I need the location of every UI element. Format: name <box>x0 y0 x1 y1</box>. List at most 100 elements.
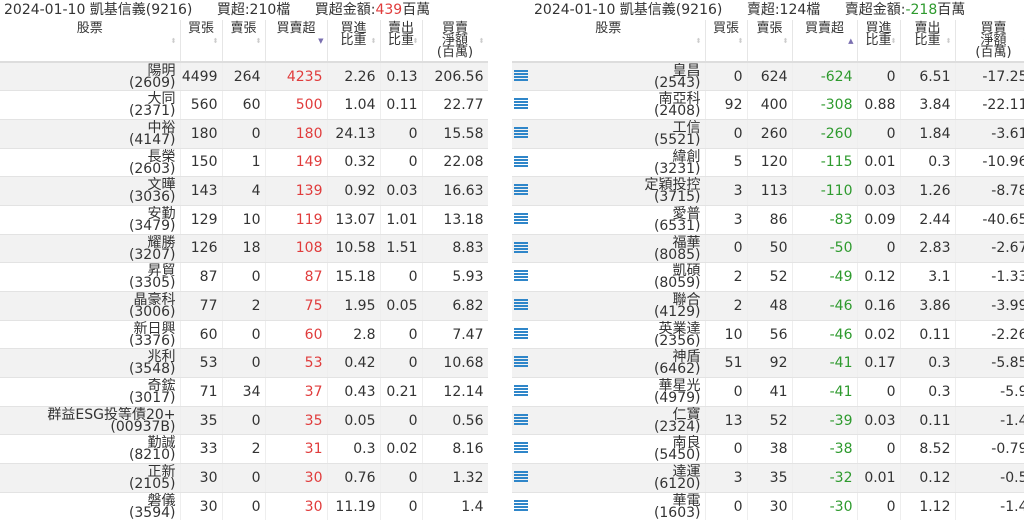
stock-name[interactable]: 皇昌 <box>672 63 701 79</box>
stock-cell[interactable]: 南良 (5450) <box>512 434 706 465</box>
table-row[interactable]: 神盾 (6462) 51 92 -41 0.17 0.3 -5.85 <box>512 348 1024 379</box>
table-row[interactable]: 磐儀 (3594) 30 0 30 11.19 0 1.4 <box>0 492 488 520</box>
stock-cell[interactable]: 英業達 (2356) <box>512 320 706 350</box>
stock-name[interactable]: 神盾 <box>672 349 701 366</box>
sort-icon[interactable]: ⬍ <box>695 37 702 45</box>
stock-cell[interactable]: 兆利 (3548) <box>0 348 181 379</box>
sort-icon[interactable]: ⬍ <box>945 37 952 45</box>
list-icon[interactable] <box>514 70 528 81</box>
stock-name[interactable]: 群益ESG投等債20+ <box>47 406 176 423</box>
stock-name[interactable]: 磐儀 <box>147 492 176 509</box>
stock-name[interactable]: 長榮 <box>147 148 176 165</box>
stock-name[interactable]: 安勤 <box>147 205 176 222</box>
sort-icon[interactable]: ⬍ <box>412 37 419 45</box>
stock-cell[interactable]: 華星光 (4979) <box>512 377 706 407</box>
table-row[interactable]: 緯創 (3231) 5 120 -115 0.01 0.3 -10.96 <box>512 148 1024 178</box>
table-row[interactable]: 新日興 (3376) 60 0 60 2.8 0 7.47 <box>0 320 488 350</box>
list-icon[interactable] <box>514 126 528 138</box>
column-header-net-amount[interactable]: 買賣 淨額 (百萬) ⬍ <box>422 20 488 63</box>
stock-name[interactable]: 耀勝 <box>147 234 176 251</box>
table-row[interactable]: 聯合 (4129) 2 48 -46 0.16 3.86 -3.99 <box>512 291 1024 321</box>
stock-cell[interactable]: 達運 (6120) <box>512 463 706 493</box>
list-icon[interactable] <box>514 356 528 368</box>
stock-cell[interactable]: 群益ESG投等債20+ (00937B) <box>0 406 181 436</box>
stock-name[interactable]: 正新 <box>147 464 176 481</box>
stock-cell[interactable]: 磐儀 (3594) <box>0 492 181 520</box>
stock-name[interactable]: 工信 <box>672 119 701 136</box>
stock-name[interactable]: 緯創 <box>672 148 701 165</box>
stock-name[interactable]: 達運 <box>672 464 701 481</box>
list-icon[interactable] <box>514 385 528 397</box>
column-header-sell-lots[interactable]: 賣張 ⬍ <box>747 20 793 63</box>
stock-name[interactable]: 晶豪科 <box>133 292 176 308</box>
stock-cell[interactable]: 工信 (5521) <box>512 119 706 149</box>
sort-icon[interactable]: ⬍ <box>478 37 485 45</box>
list-icon[interactable] <box>514 270 528 282</box>
sort-icon[interactable]: ⬍ <box>1023 35 1024 47</box>
column-header-stock[interactable]: 股票 ⬍ <box>0 20 181 63</box>
stock-name[interactable]: 南良 <box>672 435 701 452</box>
list-icon[interactable] <box>514 471 528 483</box>
list-icon[interactable] <box>514 499 528 511</box>
table-row[interactable]: 耀勝 (3207) 126 18 108 10.58 1.51 8.83 <box>0 234 488 264</box>
sort-icon[interactable]: ⬍ <box>782 37 789 45</box>
sort-icon[interactable]: ⬍ <box>255 37 262 45</box>
sort-active-icon[interactable]: ▲ <box>848 37 854 45</box>
list-icon[interactable] <box>514 327 528 339</box>
stock-cell[interactable]: 耀勝 (3207) <box>0 234 181 264</box>
sort-icon[interactable]: ⬍ <box>890 37 897 45</box>
table-row[interactable]: 兆利 (3548) 53 0 53 0.42 0 10.68 <box>0 348 488 379</box>
column-header-buy-ratio[interactable]: 買進 比重 ⬍ <box>857 20 901 63</box>
stock-cell[interactable]: 勤誠 (8210) <box>0 434 181 465</box>
list-icon[interactable] <box>514 413 528 425</box>
table-row[interactable]: 工信 (5521) 0 260 -260 0 1.84 -3.61 <box>512 119 1024 149</box>
table-row[interactable]: 晶豪科 (3006) 77 2 75 1.95 0.05 6.82 <box>0 291 488 321</box>
table-row[interactable]: 福華 (8085) 0 50 -50 0 2.83 -2.67 <box>512 234 1024 264</box>
stock-cell[interactable]: 凱碩 (8059) <box>512 262 706 292</box>
list-icon[interactable] <box>514 98 528 110</box>
stock-name[interactable]: 華星光 <box>658 378 701 395</box>
stock-cell[interactable]: 南亞科 (2408) <box>512 90 706 120</box>
stock-name[interactable]: 文曄 <box>147 177 176 194</box>
table-row[interactable]: 文曄 (3036) 143 4 139 0.92 0.03 16.63 <box>0 176 488 206</box>
stock-name[interactable]: 奇鋐 <box>147 378 176 395</box>
stock-cell[interactable]: 定穎投控 (3715) <box>512 176 706 206</box>
stock-name[interactable]: 兆利 <box>147 349 176 366</box>
stock-cell[interactable]: 華電 (1603) <box>512 492 706 520</box>
table-row[interactable]: 南良 (5450) 0 38 -38 0 8.52 -0.79 <box>512 434 1024 465</box>
column-header-sell-ratio[interactable]: 賣出 比重 ⬍ <box>900 20 956 63</box>
table-row[interactable]: 奇鋐 (3017) 71 34 37 0.43 0.21 12.14 <box>0 377 488 407</box>
stock-name[interactable]: 聯合 <box>672 292 701 308</box>
sort-icon[interactable]: ⬍ <box>170 37 177 45</box>
column-header-net-lots[interactable]: 買賣超 ▲ <box>792 20 858 63</box>
table-row[interactable]: 凱碩 (8059) 2 52 -49 0.12 3.1 -1.33 <box>512 262 1024 292</box>
stock-name[interactable]: 英業達 <box>658 320 701 337</box>
column-header-buy-lots[interactable]: 買張 ⬍ <box>180 20 223 63</box>
list-icon[interactable] <box>514 155 528 167</box>
stock-cell[interactable]: 愛普 (6531) <box>512 205 706 235</box>
table-row[interactable]: 群益ESG投等債20+ (00937B) 35 0 35 0.05 0 0.56 <box>0 406 488 436</box>
stock-cell[interactable]: 文曄 (3036) <box>0 176 181 206</box>
list-icon[interactable] <box>514 442 528 454</box>
stock-name[interactable]: 南亞科 <box>658 91 701 108</box>
stock-name[interactable]: 新日興 <box>133 320 176 337</box>
table-row[interactable]: 長榮 (2603) 150 1 149 0.32 0 22.08 <box>0 148 488 178</box>
table-row[interactable]: 南亞科 (2408) 92 400 -308 0.88 3.84 -22.11 <box>512 90 1024 120</box>
stock-cell[interactable]: 奇鋐 (3017) <box>0 377 181 407</box>
table-row[interactable]: 英業達 (2356) 10 56 -46 0.02 0.11 -2.26 <box>512 320 1024 350</box>
table-row[interactable]: 定穎投控 (3715) 3 113 -110 0.03 1.26 -8.78 <box>512 176 1024 206</box>
stock-cell[interactable]: 大同 (2371) <box>0 90 181 120</box>
stock-cell[interactable]: 神盾 (6462) <box>512 348 706 379</box>
stock-cell[interactable]: 安勤 (3479) <box>0 205 181 235</box>
stock-name[interactable]: 定穎投控 <box>644 177 701 194</box>
list-icon[interactable] <box>514 184 528 196</box>
stock-cell[interactable]: 正新 (2105) <box>0 463 181 493</box>
column-header-sell-ratio[interactable]: 賣出 比重 ⬍ <box>380 20 423 63</box>
column-header-buy-ratio[interactable]: 買進 比重 ⬍ <box>327 20 381 63</box>
stock-cell[interactable]: 新日興 (3376) <box>0 320 181 350</box>
stock-name[interactable]: 愛普 <box>672 205 701 222</box>
stock-name[interactable]: 大同 <box>147 91 176 108</box>
